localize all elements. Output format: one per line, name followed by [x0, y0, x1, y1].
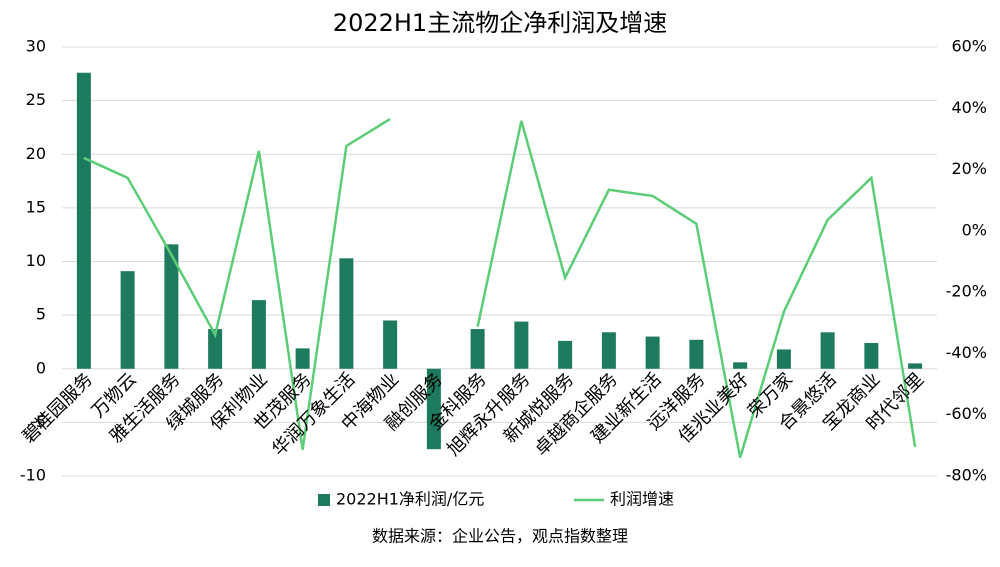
bar: [776, 349, 791, 369]
bar: [908, 363, 923, 369]
line: [83, 117, 917, 458]
bar: [426, 368, 441, 450]
y-tick-label: -5: [30, 412, 46, 431]
bar: [470, 329, 485, 369]
y-tick-label: 15: [26, 197, 46, 216]
bar: [689, 339, 704, 369]
y2-tick-label: 0%: [962, 220, 987, 239]
bar: [120, 271, 135, 369]
bar: [601, 332, 616, 369]
bar: [339, 258, 354, 369]
y2-tick-label: -20%: [946, 282, 987, 301]
legend-label: 利润增速: [610, 490, 674, 509]
legend-label: 2022H1净利润/亿元: [336, 490, 484, 509]
bar: [295, 348, 310, 369]
y-tick-label: 30: [26, 37, 46, 56]
bar: [251, 300, 266, 369]
bar: [820, 332, 835, 369]
y2-tick-label: -80%: [946, 466, 987, 485]
y-tick-label: 20: [26, 144, 46, 163]
bar: [645, 336, 660, 369]
y-tick-label: 5: [36, 305, 46, 324]
bar: [383, 320, 398, 369]
y2-tick-label: 60%: [951, 37, 987, 56]
chart-title: 2022H1主流物企净利润及增速: [333, 9, 667, 37]
y2-tick-label: -60%: [946, 404, 987, 423]
bar: [208, 329, 223, 369]
y2-tick-label: 40%: [951, 98, 987, 117]
bar: [76, 72, 91, 369]
y2-tick-label: 20%: [951, 159, 987, 178]
bar: [514, 321, 529, 369]
y2-tick-label: -40%: [946, 343, 987, 362]
y-tick-label: -10: [20, 466, 46, 485]
y-tick-label: 0: [36, 358, 46, 377]
legend-swatch: [318, 494, 330, 506]
x-tick-label: 碧桂园服务: [18, 369, 96, 447]
bar: [164, 244, 179, 369]
y-tick-label: 10: [26, 251, 46, 270]
bar: [864, 343, 879, 369]
y-tick-label: 25: [26, 90, 46, 109]
bar: [733, 362, 748, 369]
bar: [558, 340, 573, 369]
source-note: 数据来源：企业公告，观点指数整理: [372, 527, 628, 546]
